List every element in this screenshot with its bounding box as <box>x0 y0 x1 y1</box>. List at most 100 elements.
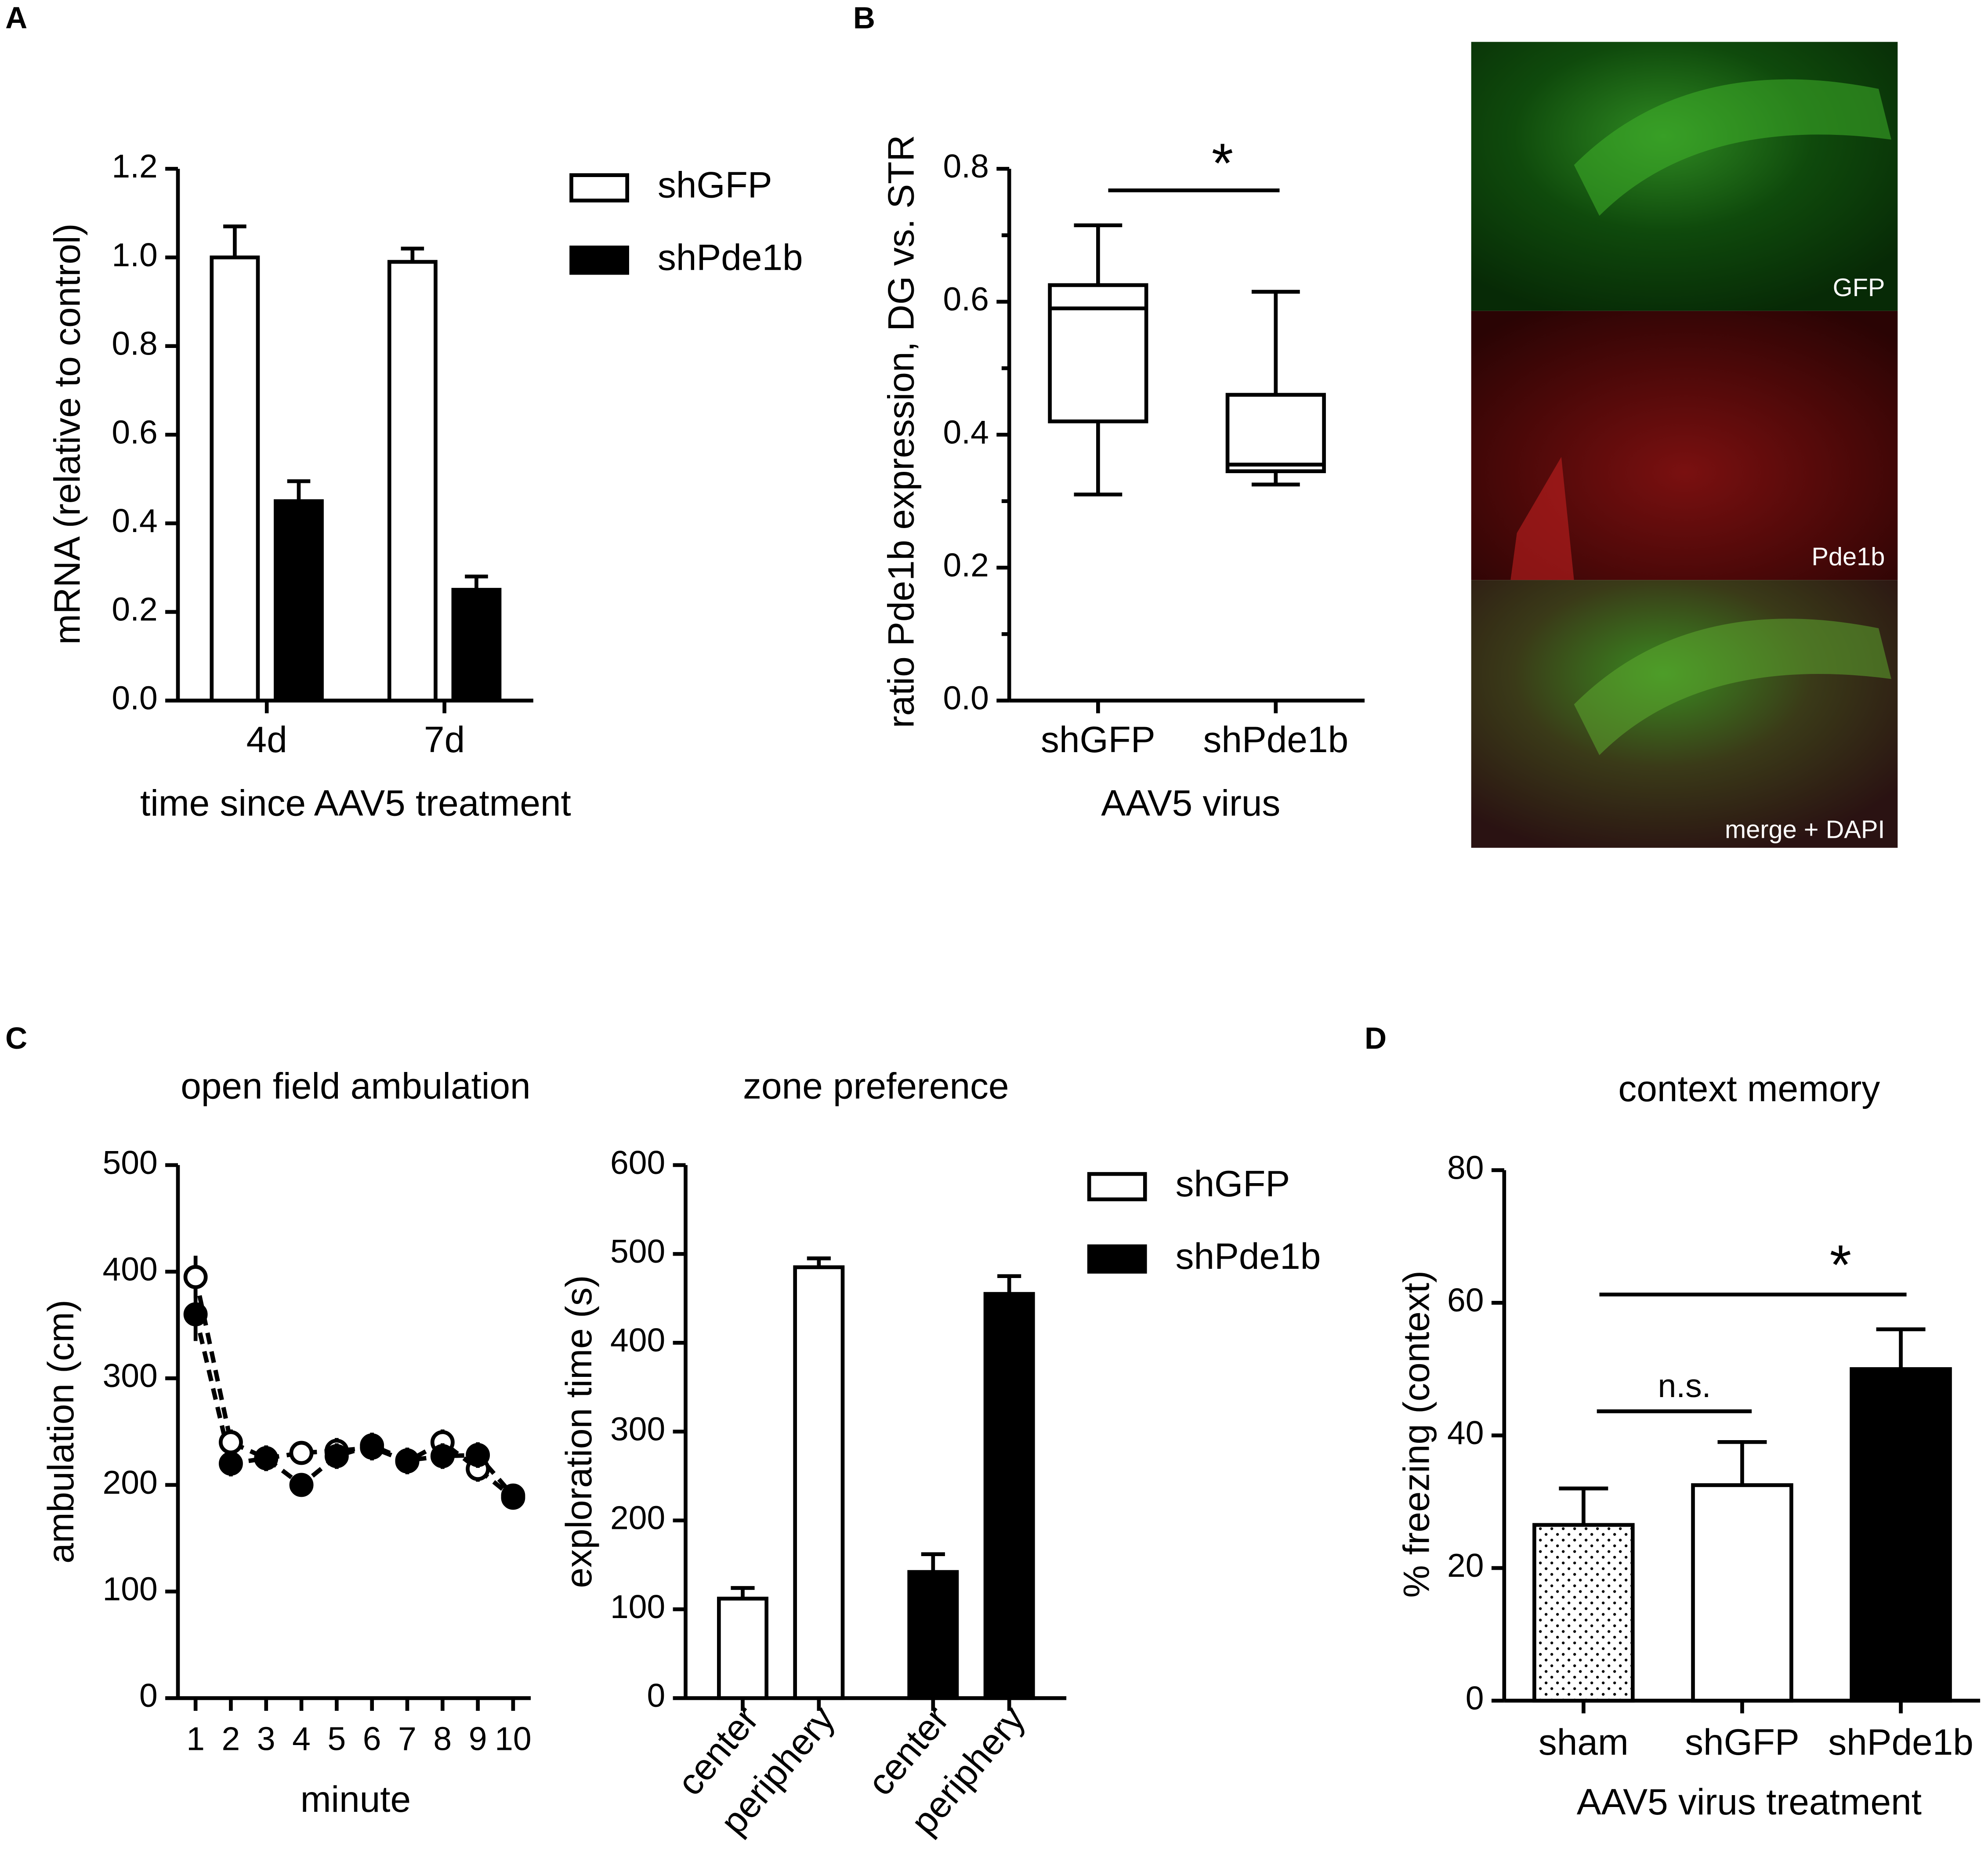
y-tick-label: 600 <box>610 1144 665 1181</box>
y-axis-label: ambulation (cm) <box>40 1300 81 1564</box>
y-tick-label: 500 <box>102 1144 157 1181</box>
point <box>219 1451 243 1476</box>
bar <box>387 260 438 702</box>
y-tick-label: 1.0 <box>112 236 157 273</box>
point <box>430 1444 455 1468</box>
point <box>466 1443 490 1467</box>
y-tick-label: 0.8 <box>112 325 157 362</box>
bar <box>274 499 324 702</box>
x-tick-label: 4d <box>246 719 287 760</box>
y-tick-label: 20 <box>1447 1547 1484 1584</box>
y-tick-label: 300 <box>610 1410 665 1447</box>
panel-label: A <box>5 1 27 35</box>
point <box>289 1441 314 1465</box>
y-tick-label: 400 <box>610 1322 665 1358</box>
x-tick-label: 9 <box>469 1720 487 1757</box>
y-tick-label: 80 <box>1447 1149 1484 1186</box>
bar <box>793 1265 845 1700</box>
y-tick-label: 200 <box>102 1464 157 1501</box>
y-tick-label: 0.8 <box>943 148 989 185</box>
x-tick-label: 7d <box>424 719 465 760</box>
y-tick-label: 0.0 <box>943 679 989 716</box>
panel-label: B <box>853 1 875 35</box>
x-tick-label: 2 <box>222 1720 240 1757</box>
y-tick-label: 400 <box>102 1250 157 1287</box>
x-tick-label: 8 <box>433 1720 452 1757</box>
x-tick-label: 3 <box>257 1720 275 1757</box>
legend-label: shPde1b <box>658 236 803 278</box>
image-label: GFP <box>1833 274 1885 302</box>
bar <box>210 255 260 702</box>
y-tick-label: 0 <box>1466 1680 1484 1716</box>
panel-label: C <box>5 1021 27 1055</box>
y-axis-label: mRNA (relative to control) <box>47 224 88 645</box>
legend-swatch <box>569 245 629 275</box>
bar <box>1691 1483 1793 1703</box>
legend-label: shGFP <box>658 164 772 206</box>
legend-swatch <box>1087 1172 1147 1202</box>
annotation: * <box>1830 1233 1851 1296</box>
y-tick-label: 40 <box>1447 1414 1484 1451</box>
image-detail <box>1574 79 1891 216</box>
x-tick-label: 1 <box>186 1720 205 1757</box>
x-tick-label: shPde1b <box>1828 1721 1974 1763</box>
chart-title: context memory <box>1618 1068 1880 1109</box>
point <box>183 1265 208 1289</box>
x-tick-label: 7 <box>398 1720 416 1757</box>
y-tick-label: 0.2 <box>112 591 157 628</box>
x-tick-label: 5 <box>328 1720 346 1757</box>
series-line <box>193 1276 515 1499</box>
micrographs: GFP Pde1b merge + DAPI <box>1471 42 1898 848</box>
series-line <box>193 1314 515 1497</box>
legend-swatch <box>569 173 629 203</box>
point <box>395 1448 420 1473</box>
y-tick-label: 0.6 <box>112 413 157 450</box>
x-tick-label: shGFP <box>1685 1721 1800 1763</box>
chart-title: open field ambulation <box>181 1065 530 1107</box>
x-axis-label: time since AAV5 treatment <box>140 782 571 824</box>
image-merge <box>1471 580 1898 848</box>
point <box>324 1444 349 1468</box>
chart-title: zone preference <box>743 1065 1009 1107</box>
y-tick-label: 300 <box>102 1357 157 1394</box>
point <box>183 1302 208 1327</box>
image-detail <box>1574 619 1891 755</box>
x-tick-label: sham <box>1539 1721 1629 1763</box>
point <box>289 1473 314 1497</box>
x-axis-label: minute <box>301 1778 411 1820</box>
bar <box>983 1292 1035 1700</box>
box <box>1048 283 1148 424</box>
legend-swatch <box>1087 1244 1147 1274</box>
y-tick-label: 0.2 <box>943 547 989 583</box>
point <box>360 1433 384 1458</box>
x-axis-label: AAV5 virus treatment <box>1577 1781 1922 1822</box>
bar <box>451 588 502 702</box>
bar <box>1532 1523 1635 1703</box>
y-axis-label: exploration time (s) <box>558 1275 599 1588</box>
y-tick-label: 500 <box>610 1233 665 1270</box>
panel-label: D <box>1365 1021 1387 1055</box>
x-tick-label: 6 <box>363 1720 381 1757</box>
y-tick-label: 0.4 <box>943 413 989 450</box>
y-tick-label: 100 <box>610 1588 665 1625</box>
annotation: * <box>1212 132 1233 194</box>
y-tick-label: 0.4 <box>112 502 157 539</box>
bar <box>717 1597 769 1700</box>
y-tick-label: 1.2 <box>112 148 157 185</box>
y-tick-label: 0 <box>139 1677 158 1714</box>
legend-label: shGFP <box>1176 1163 1290 1204</box>
x-axis-label: AAV5 virus <box>1101 782 1280 824</box>
image-label: merge + DAPI <box>1725 815 1885 844</box>
box <box>1225 393 1326 473</box>
y-tick-label: 0 <box>647 1677 666 1714</box>
y-tick-label: 200 <box>610 1499 665 1536</box>
point <box>254 1446 279 1470</box>
x-tick-label: 4 <box>292 1720 311 1757</box>
y-tick-label: 100 <box>102 1570 157 1607</box>
bar <box>907 1570 959 1700</box>
image-label: Pde1b <box>1811 543 1885 571</box>
image-detail <box>1510 456 1574 580</box>
point <box>501 1483 525 1508</box>
y-axis-label: ratio Pde1b expression, DG vs. STR <box>880 135 922 728</box>
